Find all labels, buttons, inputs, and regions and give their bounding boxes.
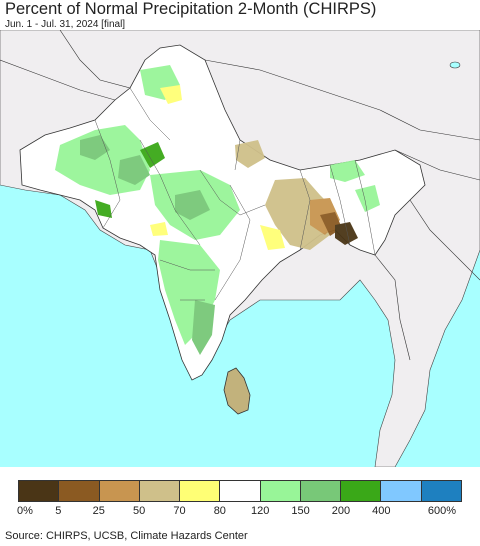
color-legend: [18, 480, 462, 502]
legend-label: 150: [291, 505, 310, 517]
legend-label: 25: [92, 505, 105, 517]
legend-swatch: [421, 481, 461, 501]
sri-lanka: [223, 367, 251, 415]
legend-label: 200: [331, 505, 351, 517]
source-credit: Source: CHIRPS, UCSB, Climate Hazards Ce…: [5, 530, 248, 542]
precip-patches: [55, 65, 380, 355]
lake: [449, 61, 461, 69]
legend-swatch: [59, 481, 100, 501]
map-subtitle: Jun. 1 - Jul. 31, 2024 [final]: [5, 19, 126, 30]
legend-label: 50: [132, 505, 146, 517]
legend-swatch: [260, 481, 301, 501]
country-borders: [0, 30, 480, 361]
admin-borders: [94, 87, 376, 301]
legend-swatch: [99, 481, 140, 501]
legend-label: 80: [213, 505, 226, 517]
legend-label: 5: [55, 505, 62, 517]
legend-label: 400: [372, 505, 391, 517]
legend-label: 120: [250, 505, 270, 517]
legend-swatch: [341, 481, 382, 501]
legend-swatch: [139, 481, 181, 501]
map-title: Percent of Normal Precipitation 2-Month …: [5, 0, 377, 18]
precipitation-map: [0, 30, 480, 467]
legend-label: 0%: [17, 505, 33, 517]
legend-swatch: [180, 481, 221, 501]
legend-swatch: [19, 481, 60, 501]
legend-swatch: [381, 481, 422, 501]
legend-swatch: [300, 481, 342, 501]
legend-swatch: [220, 481, 261, 501]
legend-label: 70: [173, 505, 186, 517]
legend-label: 600%: [427, 505, 457, 517]
legend-labels: 0% 5 25 50 70 80 120 150 200 400 600%: [0, 505, 480, 519]
